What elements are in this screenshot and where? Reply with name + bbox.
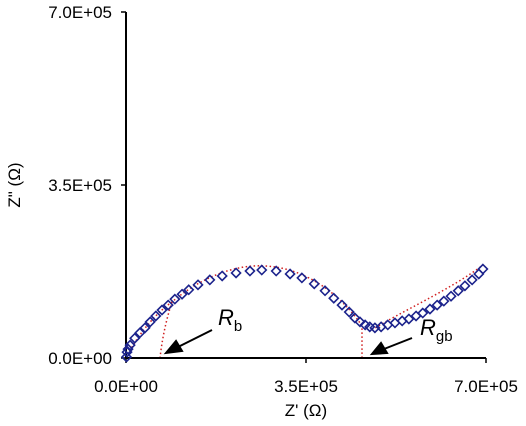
data-point (139, 322, 151, 334)
data-point (183, 284, 195, 296)
x-tick-label: 3.5E+05 (274, 377, 338, 396)
x-tick-label: 0.0E+00 (94, 377, 158, 396)
data-point (270, 265, 282, 277)
data-point (459, 280, 471, 292)
x-axis-label: Z' (Ω) (285, 401, 327, 420)
data-point (230, 267, 242, 279)
data-point (477, 263, 489, 275)
data-point (284, 268, 296, 280)
data-point (192, 279, 204, 291)
data-point (244, 265, 256, 277)
data-point (144, 316, 156, 328)
annotation: Rgb (420, 315, 453, 345)
y-tick-label: 3.5E+05 (48, 176, 112, 195)
data-point (438, 295, 450, 307)
data-point (466, 274, 478, 286)
data-point (169, 293, 181, 305)
data-point (308, 278, 320, 290)
data-point (417, 307, 429, 319)
data-point (349, 312, 361, 324)
data-point (445, 290, 457, 302)
annotation-arrows (163, 329, 413, 356)
data-point (120, 351, 133, 363)
data-point (473, 268, 485, 280)
data-point (343, 306, 355, 318)
data-point (319, 285, 331, 297)
data-point (296, 272, 308, 284)
data-point (452, 285, 464, 297)
data-point (256, 264, 268, 276)
data-point (129, 332, 141, 344)
data-point (150, 310, 162, 322)
data-point (124, 339, 136, 351)
y-axis-label: Z" (Ω) (5, 162, 24, 207)
x-tick-label: 7.0E+05 (454, 377, 518, 396)
data-point (176, 288, 188, 300)
data-point (216, 270, 228, 282)
data-point (204, 274, 216, 286)
data-point (162, 299, 174, 311)
data-point (328, 292, 340, 304)
y-tick-label: 7.0E+05 (48, 3, 112, 22)
data-point (431, 299, 443, 311)
data-point (354, 316, 366, 328)
y-tick-label: 0.0E+00 (48, 349, 112, 368)
data-point (156, 304, 168, 316)
data-point (403, 313, 415, 325)
annotation: Rb (218, 305, 242, 335)
data-point (336, 299, 348, 311)
data-point (424, 303, 436, 315)
